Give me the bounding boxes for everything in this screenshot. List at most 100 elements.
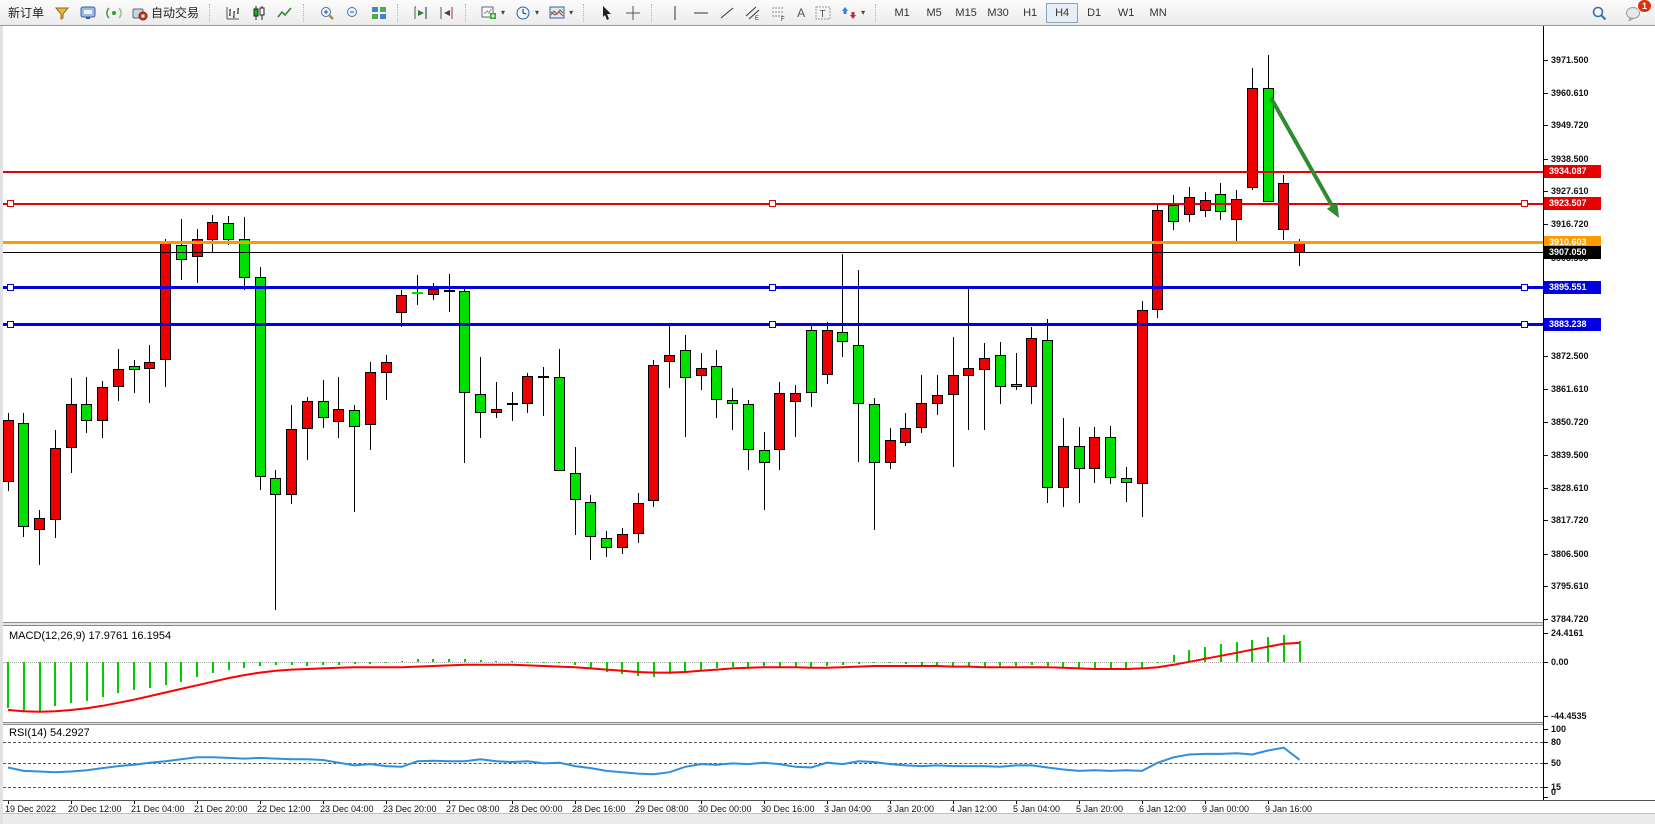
price-badge: 3907.050 — [1544, 246, 1601, 260]
tf-button-M15[interactable]: M15 — [955, 6, 977, 19]
tf-button-M1[interactable]: M1 — [894, 6, 910, 19]
cursor-icon — [603, 5, 612, 20]
toolbar-separator — [303, 3, 309, 22]
hline-handle[interactable] — [769, 283, 776, 291]
periods-button[interactable]: ▾ — [510, 2, 544, 24]
toolbar-separator — [651, 3, 657, 22]
tf-button-M30[interactable]: M30 — [987, 6, 1009, 19]
text-label-button[interactable]: T — [810, 2, 836, 24]
tf-button-H1[interactable]: H1 — [1023, 6, 1038, 19]
hline-handle[interactable] — [769, 320, 776, 328]
macd-histogram-bar — [1015, 662, 1017, 666]
main-chart-plot[interactable] — [2, 26, 1543, 622]
bar-chart-button[interactable] — [220, 2, 246, 24]
hline-handle[interactable] — [1521, 200, 1528, 208]
trendline-button[interactable] — [714, 2, 740, 24]
time-tick — [71, 801, 72, 804]
tile-windows-icon — [372, 6, 387, 19]
hline-handle[interactable] — [7, 320, 14, 328]
candle-body — [569, 473, 581, 500]
macd-pane[interactable]: MACD(12,26,9) 17.9761 16.1954 — [3, 626, 1543, 722]
market-watch-icon[interactable] — [49, 2, 75, 24]
tf-button-W1[interactable]: W1 — [1117, 6, 1135, 19]
time-label: 28 Dec 16:00 — [572, 804, 626, 814]
arrows-button[interactable]: ▾ — [836, 2, 870, 24]
chart-shift-button[interactable] — [408, 2, 434, 24]
text-button[interactable]: A — [792, 2, 810, 24]
signals-icon[interactable] — [101, 2, 127, 24]
channel-button[interactable]: E — [740, 2, 766, 24]
search-button[interactable] — [1586, 2, 1612, 24]
timeframe-toolbar: M1 M5 M15 M30 H1 H4 D1 W1 MN — [883, 1, 1177, 25]
hline-3934.087[interactable] — [3, 170, 1543, 173]
pane-splitter[interactable] — [3, 722, 1655, 725]
tile-windows-button[interactable] — [366, 2, 392, 24]
macd-histogram-bar — [700, 662, 702, 670]
macd-histogram-bar — [432, 658, 435, 663]
macd-histogram-bar — [1251, 640, 1254, 663]
candle-wick — [543, 367, 544, 417]
tf-button-MN[interactable]: MN — [1149, 6, 1167, 19]
candle-body — [254, 276, 266, 477]
zoom-in-button[interactable] — [314, 2, 340, 24]
candle-body — [1120, 478, 1132, 483]
auto-trading-button[interactable]: 自动交易 — [127, 2, 204, 24]
time-label: 23 Dec 04:00 — [320, 804, 374, 814]
tf-button-H4[interactable]: H4 — [1046, 2, 1079, 23]
main-toolbar: 新订单 自动交易 — [0, 0, 1655, 26]
auto-scroll-button[interactable] — [434, 2, 460, 24]
bar-chart-icon — [226, 6, 240, 19]
cursor-button[interactable] — [594, 2, 620, 24]
candle-body — [1168, 204, 1179, 222]
new-order-button[interactable]: 新订单 — [3, 2, 49, 24]
hline-handle[interactable] — [1521, 320, 1528, 328]
price-tick — [1544, 455, 1548, 457]
candlestick-chart-button[interactable] — [246, 2, 272, 24]
macd-histogram-bar — [495, 660, 498, 663]
macd-tick — [1544, 662, 1548, 664]
candle-wick — [795, 385, 796, 437]
candle-body — [160, 242, 171, 361]
chat-icon — [1626, 6, 1640, 21]
rsi-pane[interactable]: RSI(14) 54.2927 — [3, 725, 1543, 799]
price-tick-label: 3872.500 — [1551, 351, 1589, 362]
tf-button-D1[interactable]: D1 — [1087, 6, 1102, 19]
hline-handle[interactable] — [7, 200, 14, 208]
hline-handle[interactable] — [769, 200, 776, 208]
price-tick-label: 3850.720 — [1551, 416, 1589, 427]
zoom-out-button[interactable] — [340, 2, 366, 24]
hline-handle[interactable] — [1521, 283, 1528, 291]
hline-handle[interactable] — [7, 283, 14, 291]
time-label: 21 Dec 04:00 — [131, 804, 185, 814]
crosshair-button[interactable] — [620, 2, 646, 24]
candle-body — [65, 404, 77, 449]
hline-3910.603[interactable] — [3, 240, 1543, 244]
templates-button[interactable]: ▾ — [544, 2, 578, 24]
data-window-icon[interactable] — [75, 2, 101, 24]
time-label: 5 Jan 04:00 — [1013, 804, 1061, 814]
macd-histogram-bar — [85, 662, 88, 701]
macd-histogram-bar — [274, 662, 277, 665]
svg-text:F: F — [781, 17, 785, 21]
vertical-line-button[interactable] — [662, 2, 688, 24]
macd-histogram-bar — [1078, 662, 1080, 670]
tf-button-M5[interactable]: M5 — [926, 6, 942, 19]
fibonacci-button[interactable]: F — [766, 2, 792, 24]
zoom-in-icon — [321, 6, 334, 20]
time-axis[interactable]: 19 Dec 2022 20 Dec 12:00 21 Dec 04:00 21 De… — [3, 800, 1655, 817]
candle-body — [34, 517, 45, 530]
candle-body — [1262, 88, 1274, 202]
notifications-button[interactable]: 1 — [1620, 0, 1652, 24]
time-label: 23 Dec 20:00 — [383, 804, 437, 814]
rsi-tick — [1544, 728, 1548, 730]
hline-3907.050[interactable] — [3, 252, 1543, 254]
pane-splitter[interactable] — [3, 622, 1655, 626]
macd-histogram-bar — [259, 662, 261, 666]
time-tick — [575, 801, 576, 804]
price-axis[interactable]: 3971.500 3960.610 3949.720 3938.500 3927.610… — [1544, 26, 1655, 800]
price-tick-label: 3960.610 — [1551, 87, 1589, 98]
chart-window: ▼ SP500-,H4 3910.550 3911.850 3902.550 3… — [0, 26, 1655, 824]
horizontal-line-button[interactable] — [688, 2, 714, 24]
new-chart-button[interactable]: ▾ — [476, 2, 510, 24]
line-chart-button[interactable] — [272, 2, 298, 24]
